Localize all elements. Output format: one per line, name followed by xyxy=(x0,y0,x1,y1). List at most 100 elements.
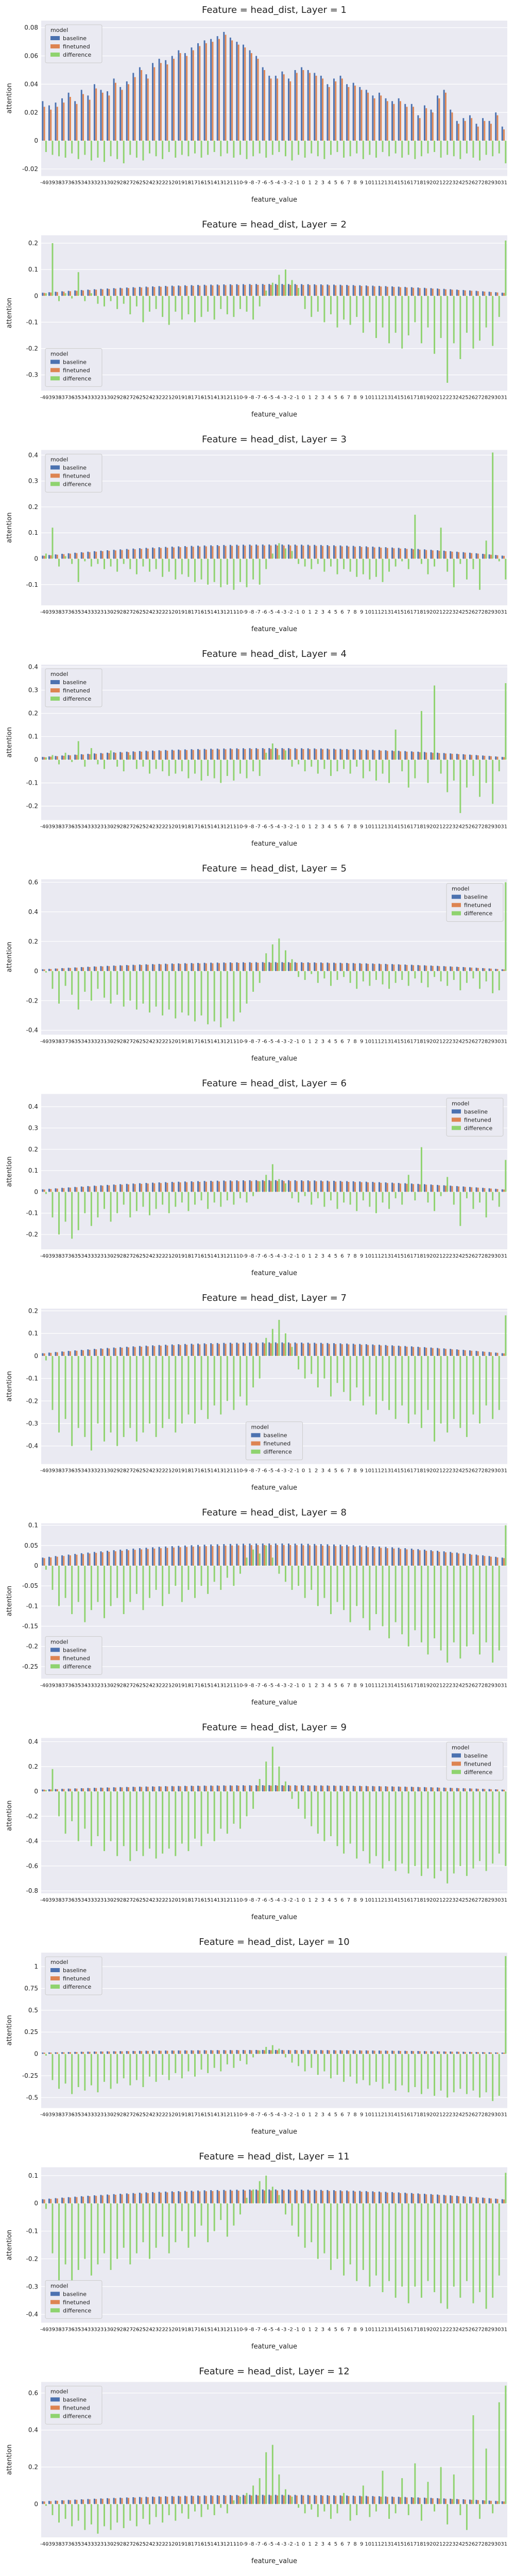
bar-finetuned xyxy=(250,1181,252,1192)
bar-finetuned xyxy=(406,287,408,296)
bar-baseline xyxy=(178,749,180,760)
bar-baseline xyxy=(301,2190,303,2204)
bar-finetuned xyxy=(205,1344,207,1356)
y-tick-label: 0.2 xyxy=(28,503,38,511)
bar-difference xyxy=(246,2054,248,2064)
bar-baseline xyxy=(93,1185,95,1192)
bar-finetuned xyxy=(425,288,427,296)
bar-baseline xyxy=(495,555,497,559)
x-tick-label: -22 xyxy=(157,1253,165,1259)
x-tick-label: 0 xyxy=(302,1253,305,1259)
y-axis-label: attention xyxy=(6,1801,13,1831)
bar-finetuned xyxy=(153,67,156,141)
bar-finetuned xyxy=(296,1785,298,1792)
bar-finetuned xyxy=(432,1787,434,1792)
bar-baseline xyxy=(249,748,251,760)
bar-finetuned xyxy=(360,286,363,296)
bar-baseline xyxy=(307,284,309,296)
bar-finetuned xyxy=(322,546,324,559)
bar-finetuned xyxy=(121,2194,123,2204)
bar-finetuned xyxy=(328,2050,330,2054)
bar-finetuned xyxy=(373,1786,375,1792)
y-tick-label: 0.2 xyxy=(28,938,38,945)
x-tick-label: 29 xyxy=(488,824,494,830)
x-tick-label: -20 xyxy=(170,609,178,615)
bar-baseline xyxy=(501,1557,503,1566)
bar-difference xyxy=(492,2504,494,2514)
bar-baseline xyxy=(417,115,419,141)
bar-finetuned xyxy=(471,553,473,559)
bar-difference xyxy=(317,1565,319,1606)
bar-baseline xyxy=(268,1785,270,1792)
bar-finetuned xyxy=(270,545,272,559)
bar-difference xyxy=(271,2045,273,2054)
legend-label-difference: difference xyxy=(63,481,91,487)
bar-difference xyxy=(168,2203,170,2253)
bar-baseline xyxy=(288,962,289,971)
x-tick-label: -4 xyxy=(275,1683,280,1688)
bar-baseline xyxy=(113,550,115,559)
bar-difference xyxy=(401,2478,403,2504)
bar-difference xyxy=(64,753,66,760)
bar-difference xyxy=(356,141,358,154)
bar-difference xyxy=(52,528,54,559)
bar-finetuned xyxy=(432,550,434,559)
legend-swatch-baseline xyxy=(50,1648,60,1652)
bar-finetuned xyxy=(413,2194,415,2204)
bar-finetuned xyxy=(277,284,279,296)
x-tick-label: 17 xyxy=(410,180,417,186)
legend-label-difference: difference xyxy=(264,1449,292,1455)
x-tick-label: 22 xyxy=(442,609,449,615)
bar-baseline xyxy=(469,967,471,971)
bar-difference xyxy=(84,2203,86,2259)
bar-finetuned xyxy=(270,2495,272,2504)
y-axis-label: attention xyxy=(6,298,13,328)
x-tick-label: 29 xyxy=(488,1683,494,1688)
x-tick-label: 6 xyxy=(340,2541,344,2547)
bar-difference xyxy=(330,1192,332,1200)
bar-baseline xyxy=(165,1546,167,1566)
x-tick-label: 27 xyxy=(475,1683,482,1688)
bar-finetuned xyxy=(56,1352,58,1356)
bar-finetuned xyxy=(244,2495,246,2504)
bar-difference xyxy=(175,1791,177,1856)
bar-difference xyxy=(284,269,286,296)
x-tick-label: 15 xyxy=(397,2327,404,2332)
x-tick-label: 20 xyxy=(430,2541,436,2547)
bar-baseline xyxy=(178,1546,180,1566)
x-tick-label: 4 xyxy=(328,2327,331,2332)
bar-finetuned xyxy=(399,1346,401,1356)
bar-baseline xyxy=(67,2500,70,2504)
bar-difference xyxy=(414,2054,416,2087)
bar-baseline xyxy=(139,1346,141,1356)
legend-title: model xyxy=(251,1424,269,1431)
bar-difference xyxy=(123,2203,125,2248)
bar-baseline xyxy=(107,1787,109,1792)
bar-difference xyxy=(298,759,300,765)
bar-baseline xyxy=(352,82,354,141)
x-tick-label: -31 xyxy=(98,395,107,400)
bar-finetuned xyxy=(380,1182,382,1192)
bar-finetuned xyxy=(477,2197,479,2204)
bar-baseline xyxy=(87,2195,89,2204)
bar-difference xyxy=(343,296,345,320)
bar-finetuned xyxy=(50,2199,52,2204)
x-tick-label: -40 xyxy=(40,1683,48,1688)
bar-finetuned xyxy=(101,2499,104,2504)
bar-finetuned xyxy=(147,1183,149,1192)
bar-baseline xyxy=(456,1349,458,1356)
bar-baseline xyxy=(488,968,490,971)
bar-baseline xyxy=(301,1342,303,1356)
legend-title: model xyxy=(50,1959,68,1965)
bar-finetuned xyxy=(63,554,65,559)
bar-difference xyxy=(323,1355,325,1379)
bar-difference xyxy=(447,1355,449,1433)
bar-baseline xyxy=(126,549,128,559)
bar-difference xyxy=(207,558,209,585)
bar-finetuned xyxy=(406,2051,408,2054)
bar-finetuned xyxy=(471,2197,473,2204)
bar-baseline xyxy=(281,1543,283,1566)
x-tick-label: -22 xyxy=(157,180,165,186)
bar-difference xyxy=(213,759,215,778)
bar-finetuned xyxy=(76,553,78,559)
